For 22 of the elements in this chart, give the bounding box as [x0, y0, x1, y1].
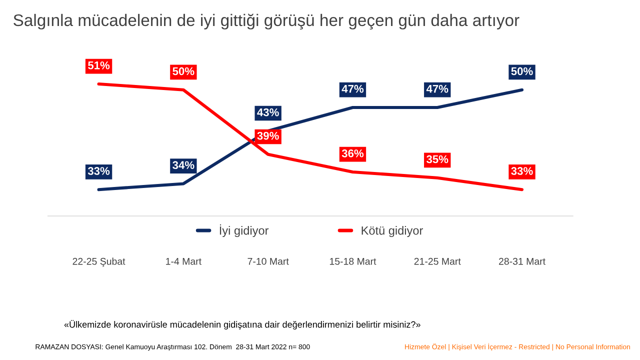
x-tick-label: 22-25 Şubat [72, 258, 126, 267]
text: «Ülkemizde koronavirüsle mücadelenin gidişatına dair değerlendirmenizi belirtir misiniz?» [64, 320, 420, 330]
data-label: 51% [88, 61, 110, 70]
data-label: 36% [342, 149, 364, 158]
data-label: 33% [88, 167, 110, 175]
legend-label: Kötü gidiyor [362, 226, 423, 238]
data-label: 47% [426, 84, 448, 93]
data-label: 50% [511, 67, 533, 76]
chart-title: Salgınla mücadelenin de iyi gittiği görüşü her geçen gün daha artıyor [14, 14, 520, 30]
x-tick-label: 7-10 Mart [248, 258, 289, 265]
data-label: 50% [172, 67, 194, 76]
data-label: 34% [172, 161, 194, 170]
data-label: 35% [426, 155, 448, 164]
x-tick-label: 1-4 Mart [166, 258, 202, 265]
data-label: 39% [257, 132, 279, 140]
x-tick-label: 28-31 Mart [499, 258, 546, 265]
data-label: 43% [257, 108, 279, 116]
legend-label: İyi gidiyor [220, 224, 269, 238]
data-label: 33% [511, 167, 533, 175]
data-label: 47% [342, 84, 364, 93]
x-tick-label: 21-25 Mart [414, 258, 461, 265]
x-tick-label: 15-18 Mart [330, 258, 376, 265]
